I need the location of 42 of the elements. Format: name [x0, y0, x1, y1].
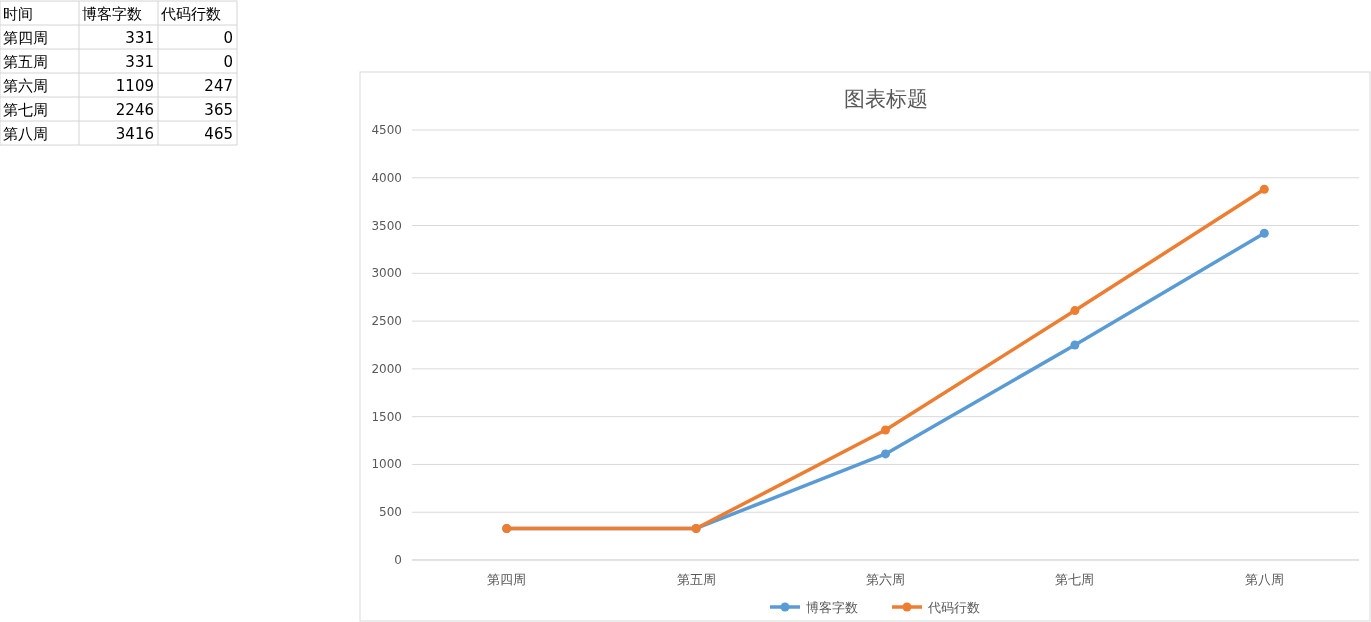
data-label: 465 [204, 125, 233, 143]
point [1259, 228, 1269, 238]
category-label: 第五周 [3, 53, 48, 71]
y-tick-label: 3000 [371, 266, 402, 281]
legend-label: 代码行数 [927, 600, 980, 615]
y-tick-label: 0 [394, 553, 402, 567]
text: 博客字数 [82, 5, 142, 23]
y-tick-label: 1000 [371, 457, 402, 472]
point [1070, 340, 1080, 350]
point [881, 425, 890, 435]
data-label: 331 [125, 53, 154, 71]
y-tick-label: 500 [379, 505, 402, 520]
legend-label: 博客字数 [806, 600, 858, 615]
category-label: 第八周 [3, 125, 48, 143]
point [881, 449, 890, 459]
text: 代码行数 [160, 5, 221, 23]
y-tick-label: 4000 [371, 170, 402, 185]
category-label: 第六周 [3, 77, 48, 95]
category-label: 第七周 [3, 101, 48, 119]
y-tick-label: 1500 [371, 409, 402, 424]
data-label: 2246 [115, 101, 154, 119]
category-label: 第四周 [3, 29, 48, 47]
x-tick-label: 第五周 [676, 572, 716, 587]
data-label: 0 [223, 53, 233, 71]
point [1259, 184, 1269, 194]
x-tick-label: 第六周 [866, 572, 905, 587]
x-tick-label: 第七周 [1055, 572, 1095, 587]
data-label: 3416 [115, 125, 154, 143]
data-label: 1109 [115, 77, 154, 95]
y-tick-label: 3500 [371, 218, 402, 233]
data-label: 247 [204, 77, 233, 95]
y-tick-label: 4500 [371, 123, 402, 137]
y-tick-label: 2000 [371, 361, 402, 376]
data-label: 331 [125, 29, 154, 47]
x-tick-label: 第八周 [1244, 572, 1284, 587]
data-label: 365 [204, 101, 233, 119]
point [1070, 306, 1080, 316]
chart-title: 图表标题 [843, 87, 928, 111]
x-tick-label: 第四周 [487, 572, 527, 587]
y-tick-label: 2500 [371, 314, 402, 329]
text: 时间 [3, 5, 33, 23]
data-label: 0 [223, 29, 233, 47]
